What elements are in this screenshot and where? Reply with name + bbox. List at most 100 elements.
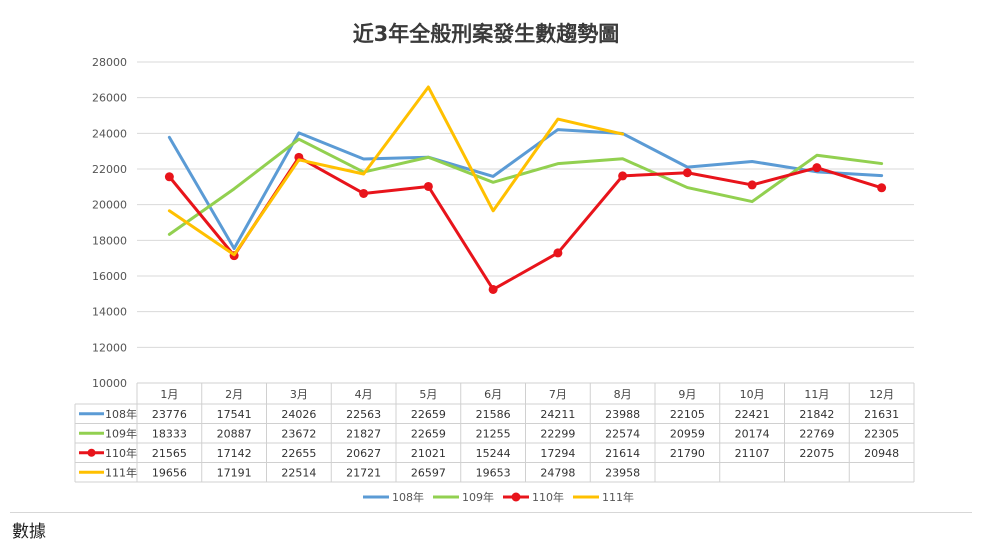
table-cell-value: 22659 — [411, 408, 446, 421]
table-cell-value: 23958 — [605, 466, 640, 479]
data-point — [359, 188, 369, 198]
legend-key-marker — [511, 492, 521, 502]
table-series-label: 111年 — [105, 465, 137, 479]
data-point — [164, 172, 174, 182]
table-cell-value: 23988 — [605, 408, 640, 421]
table-cell-value: 20948 — [864, 447, 899, 460]
x-tick-label: 4月 — [355, 388, 373, 401]
table-cell-value: 21790 — [670, 447, 705, 460]
table-cell-value: 22769 — [799, 427, 834, 440]
table-cell-value: 22105 — [670, 408, 705, 421]
legend-label: 108年 — [392, 490, 424, 504]
x-tick-label: 10月 — [740, 388, 765, 401]
series-109年 — [167, 137, 884, 236]
y-tick-label: 10000 — [92, 377, 127, 390]
table-series-label: 108年 — [105, 407, 137, 421]
y-axis-ticks: 10000 12000 14000 16000 18000 20000 22000 24000… — [92, 56, 127, 390]
footer-divider — [10, 512, 972, 513]
table-cell-value: 17142 — [217, 447, 252, 460]
data-point — [618, 171, 628, 181]
table-cell-value: 21631 — [864, 408, 899, 421]
y-tick-label: 16000 — [92, 270, 127, 283]
series-lines — [164, 85, 887, 294]
x-tick-label: 12月 — [869, 388, 894, 401]
table-cell-value: 24026 — [281, 408, 316, 421]
footer-label: 數據 — [12, 522, 46, 542]
x-tick-label: 9月 — [678, 388, 696, 401]
y-tick-label: 22000 — [92, 163, 127, 176]
y-tick-label: 18000 — [92, 234, 127, 247]
legend-label: 109年 — [462, 490, 494, 504]
series-line — [167, 155, 884, 291]
gridlines — [137, 61, 914, 348]
table-cell-value: 22299 — [540, 427, 575, 440]
table-cell-value: 21107 — [735, 447, 770, 460]
table-cell-value: 22075 — [799, 447, 834, 460]
table-cell-value: 21565 — [152, 447, 187, 460]
x-tick-label: 1月 — [160, 388, 178, 401]
table-cell-value: 24211 — [540, 408, 575, 421]
table-cell-value: 23776 — [152, 408, 187, 421]
y-tick-label: 24000 — [92, 127, 127, 140]
series-111年 — [167, 85, 625, 257]
table-cell-value: 21255 — [476, 427, 511, 440]
data-point — [553, 248, 563, 258]
table-cell-value: 15244 — [476, 447, 511, 460]
table-cell-value: 21586 — [476, 408, 511, 421]
data-point — [747, 180, 757, 190]
table-series-label: 110年 — [105, 446, 137, 460]
table-cell-value: 18333 — [152, 427, 187, 440]
table-cell-value: 21842 — [799, 408, 834, 421]
table-cell-value: 22514 — [281, 466, 316, 479]
table-cell-value: 22574 — [605, 427, 640, 440]
table-cell-value: 22305 — [864, 427, 899, 440]
legend: 108年 109年 110年 111年 — [363, 490, 634, 504]
data-point — [812, 163, 822, 173]
data-point — [877, 183, 887, 193]
table-cell-value: 17541 — [217, 408, 252, 421]
table-cell-value: 20627 — [346, 447, 381, 460]
y-tick-label: 12000 — [92, 341, 127, 354]
table-cell-value: 22421 — [735, 408, 770, 421]
data-table: 1月 2月 3月 4月 5月 6月 7月 8月 9月 10月 11月 12月 108年 23776 1754… — [74, 382, 915, 483]
table-cell-value: 17191 — [217, 466, 252, 479]
table-cell-value: 22563 — [346, 408, 381, 421]
data-point — [682, 168, 692, 178]
y-tick-label: 14000 — [92, 306, 127, 319]
table-cell-value: 21721 — [346, 466, 381, 479]
series-108年 — [167, 128, 884, 251]
series-line — [167, 128, 884, 251]
y-tick-label: 28000 — [92, 56, 127, 69]
table-cell-value: 19653 — [476, 466, 511, 479]
y-tick-label: 26000 — [92, 92, 127, 105]
data-point — [423, 181, 433, 191]
x-tick-label: 11月 — [804, 388, 829, 401]
data-point — [488, 284, 498, 294]
table-cell-value: 26597 — [411, 466, 446, 479]
x-tick-label: 8月 — [614, 388, 632, 401]
table-cell-value: 20887 — [217, 427, 252, 440]
x-tick-label: 5月 — [419, 388, 437, 401]
table-cell-value: 22655 — [281, 447, 316, 460]
table-cell-value: 21614 — [605, 447, 640, 460]
table-cell-value: 23672 — [281, 427, 316, 440]
x-tick-label: 6月 — [484, 388, 502, 401]
series-line — [167, 85, 625, 257]
x-tick-label: 7月 — [549, 388, 567, 401]
table-legend-key-marker — [87, 448, 96, 457]
table-cell-value: 21021 — [411, 447, 446, 460]
table-cell-value: 21827 — [346, 427, 381, 440]
table-cell-value: 19656 — [152, 466, 187, 479]
y-tick-label: 20000 — [92, 199, 127, 212]
x-tick-label: 3月 — [290, 388, 308, 401]
table-cell-value: 20174 — [735, 427, 770, 440]
table-cell-value: 20959 — [670, 427, 705, 440]
x-tick-label: 2月 — [225, 388, 243, 401]
chart-title: 近3年全般刑案發生數趨勢圖 — [353, 22, 620, 46]
legend-label: 111年 — [602, 490, 634, 504]
table-series-label: 109年 — [105, 426, 137, 440]
legend-label: 110年 — [532, 490, 564, 504]
table-cell-value: 17294 — [540, 447, 575, 460]
series-line — [167, 137, 884, 236]
